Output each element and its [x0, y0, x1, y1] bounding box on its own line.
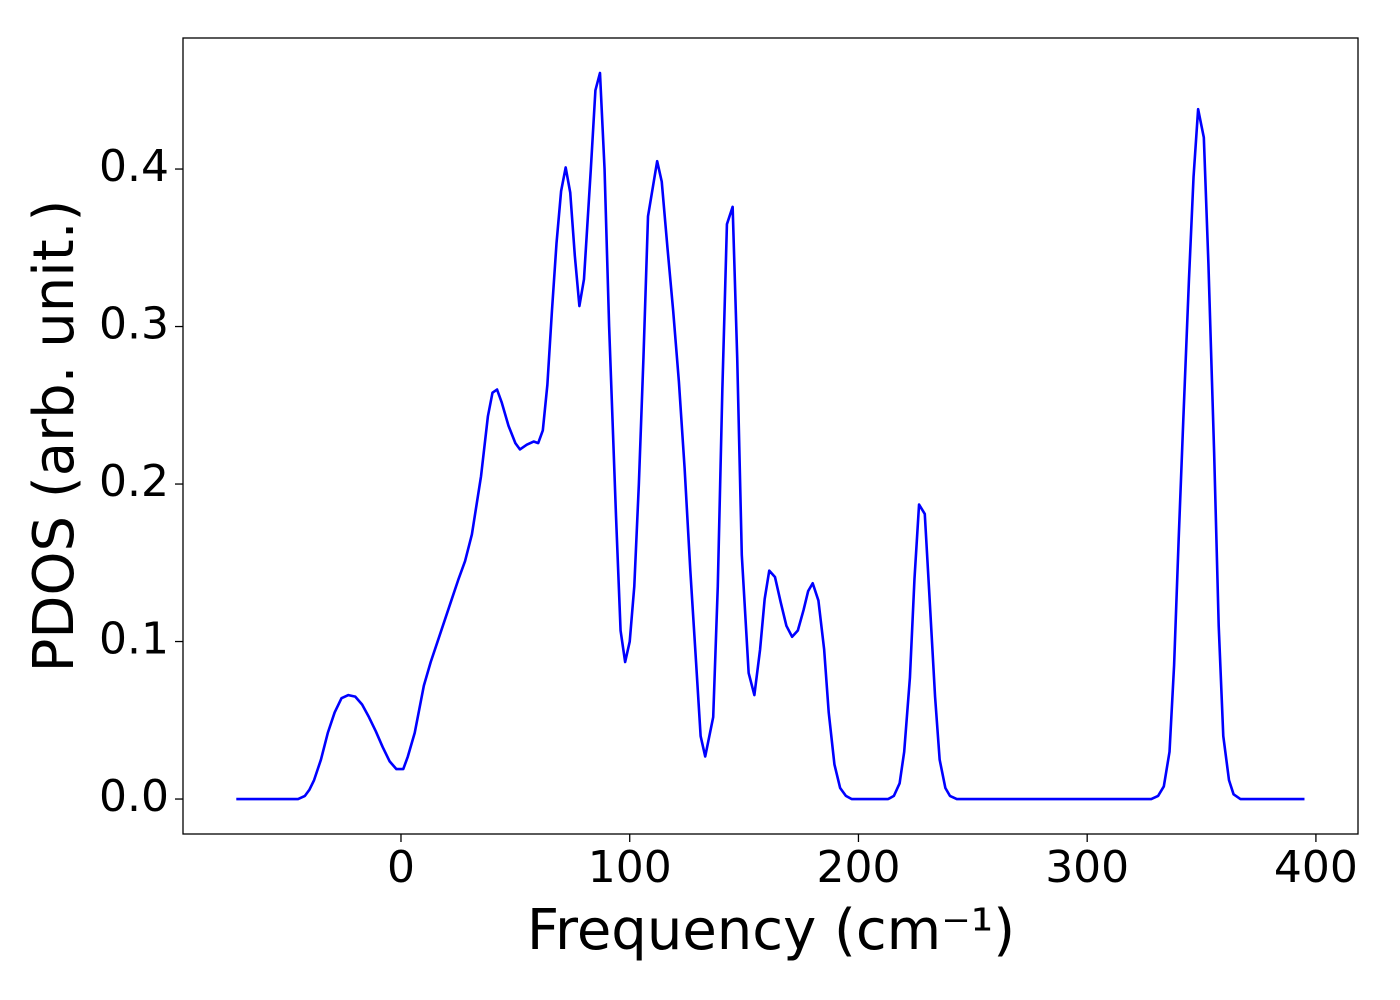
x-tick-label: 200 [816, 842, 900, 893]
y-tick-label: 0.0 [99, 771, 169, 822]
plot-frame [182, 37, 1359, 835]
x-tick-label: 100 [588, 842, 672, 893]
y-tick-label: 0.2 [99, 456, 169, 507]
pdos-line [236, 71, 1305, 801]
x-tick-label: 0 [387, 842, 415, 893]
x-tick-label: 400 [1274, 842, 1358, 893]
y-tick-label: 0.3 [99, 299, 169, 350]
y-axis-label: PDOS (arb. unit.) [22, 200, 87, 673]
y-tick-label: 0.1 [99, 614, 169, 665]
x-axis-label: Frequency (cm⁻¹) [527, 898, 1015, 963]
x-tick-label: 300 [1045, 842, 1129, 893]
y-tick-label: 0.4 [99, 141, 169, 192]
